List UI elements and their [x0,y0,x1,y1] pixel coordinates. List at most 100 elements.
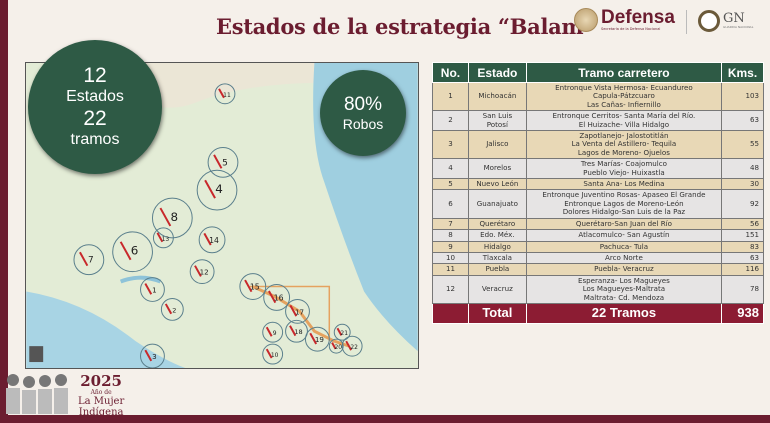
cell-estado: San Luis Potosí [467,110,527,132]
map-marker-label: 11 [223,92,231,99]
defensa-logo-text: Defensa [601,7,675,28]
map-layer-button[interactable] [29,346,44,363]
cell-no: 9 [432,240,469,253]
year-line2: La Mujer [78,396,125,407]
cell-kms: 92 [721,189,764,219]
cell-no: 7 [432,217,469,231]
cell-estado: Puebla [467,263,527,276]
map-marker-label: 1 [152,285,157,294]
tramo-line: Arco Norte [605,252,643,262]
map-marker: 16 [263,284,291,311]
logo-divider [686,10,687,34]
header-estado: Estado [467,62,527,83]
cell-kms: 83 [721,240,764,253]
year-line3: Indígena [78,407,124,418]
cell-kms: 63 [721,110,764,132]
cell-no: 5 [432,178,469,191]
map-marker-label: 16 [274,293,284,302]
map-marker: 10 [262,343,284,365]
tramo-line: La Venta del Astillero- Tequila [571,139,677,149]
map-marker-label: 12 [200,268,209,277]
cell-tramo: Tres Marías- Coajomulco Pueblo Viejo- Hui… [525,158,723,180]
total-label: Total [467,302,527,324]
tramo-line: Entronque Juventino Rosas- Apaseo El Gra… [542,190,706,200]
cell-estado: Tlaxcala [467,251,527,265]
cell-tramo: Atlacomulco- San Agustín [525,229,723,242]
map-marker: 4 [196,169,238,211]
map-marker: 21 [333,323,351,341]
cell-no: 3 [432,130,469,160]
table-row: 12 Veracruz Esperanza- Los Magueyes Los M… [432,274,764,304]
cell-estado: Michoacán [467,81,527,112]
page-title: Estados de la estrategia “Balam” [216,14,596,39]
map-marker-label: 7 [88,256,94,266]
tramo-line: Lagos de Moreno- Ojuelos [577,147,670,157]
map-marker: 17 [285,298,310,324]
map-marker-label: 6 [131,244,139,258]
table-row: 1 Michoacán Entronque Vista Hermosa- Ecu… [432,81,764,112]
indigenous-women-illustration [6,374,68,414]
table-row: 7 Querétaro Querétaro-San Juan del Río 5… [432,217,764,231]
tramo-line: Entronque Vista Hermosa- Ecuandureo [555,83,693,92]
tramo-line: Tres Marías- Coajomulco [580,159,667,169]
cell-tramo: Pachuca- Tula [525,240,723,253]
cell-tramo: Zapotlanejo- Jalostotitlán La Venta del A… [525,130,723,160]
tramos-label: tramos [70,131,120,148]
cell-tramo: Entronque Juventino Rosas- Apaseo El Gra… [525,189,723,219]
map-marker: 11 [214,83,236,105]
map-marker: 12 [189,259,215,285]
tramo-line: Esperanza- Los Magueyes [577,275,670,285]
cell-kms: 151 [721,229,764,242]
cell-tramo: Puebla- Veracruz [525,263,723,276]
estados-label: Estados [66,88,124,105]
defensa-logo-subtext: Secretaría de la Defensa Nacional [601,27,661,31]
table-row: 8 Edo. Méx. Atlacomulco- San Agustín 151 [432,229,764,242]
cell-kms: 103 [721,81,764,112]
table-row: 3 Jalisco Zapotlanejo- Jalostotitlán La V… [432,130,764,160]
cell-kms: 116 [721,263,764,276]
tramo-line: Pachuca- Tula [599,241,649,251]
map-marker: 15 [239,273,267,300]
map-marker: 20 [328,338,344,354]
map-marker-label: 22 [350,344,358,351]
cell-tramo: Entronque Vista Hermosa- Ecuandureo Capul… [525,81,723,112]
tramo-line: Puebla- Veracruz [594,264,654,274]
table-row: 4 Morelos Tres Marías- Coajomulco Pueblo … [432,158,764,180]
gn-seal-icon [698,10,720,32]
map-marker-label: 19 [315,335,325,344]
table-row: 11 Puebla Puebla- Veracruz 116 [432,263,764,276]
map-marker-label: 5 [222,158,228,168]
tramo-line: Maltrata- Cd. Mendoza [583,292,665,302]
map-marker: 22 [341,335,363,357]
cell-estado: Nuevo León [467,178,527,191]
tramo-line: Entronque Lagos de Moreno-León [564,198,684,208]
map-marker: 6 [112,231,153,273]
map-marker-label: 15 [250,283,260,292]
states-table: No. Estado Tramo carretero Kms. 1 Michoa… [432,62,764,324]
map-marker-label: 13 [162,236,170,243]
table-row: 10 Tlaxcala Arco Norte 63 [432,251,764,265]
cell-no: 11 [432,263,469,276]
year-text: 2025 [80,372,122,390]
tramo-line: Capula-Pátzcuaro [593,91,655,101]
tramo-line: El Huizache- Villa Hidalgo [578,119,670,129]
cell-tramo: Santa Ana- Los Medina [525,178,723,191]
map-marker: 13 [152,227,174,249]
cell-tramo: Entronque Cerritos- Santa María del Río.… [525,110,723,132]
table-row: 5 Nuevo León Santa Ana- Los Medina 30 [432,178,764,191]
header-no: No. [432,62,469,83]
cell-no: 8 [432,229,469,242]
map-marker: 19 [304,326,330,352]
estados-count: 12 [83,64,107,87]
cell-kms: 63 [721,251,764,265]
table-row: 6 Guanajuato Entronque Juventino Rosas- … [432,189,764,219]
tramo-line: Pueblo Viejo- Huixastla [583,167,665,177]
map-marker-label: 21 [340,330,348,337]
robos-label: Robos [342,115,384,132]
map-marker: 9 [262,321,284,343]
cell-no: 6 [432,189,469,219]
map-marker: 3 [140,343,165,368]
total-row: Total 22 Tramos 938 [432,302,764,324]
cell-no: 2 [432,110,469,132]
tramo-line: Zapotlanejo- Jalostotitlán [579,131,669,141]
